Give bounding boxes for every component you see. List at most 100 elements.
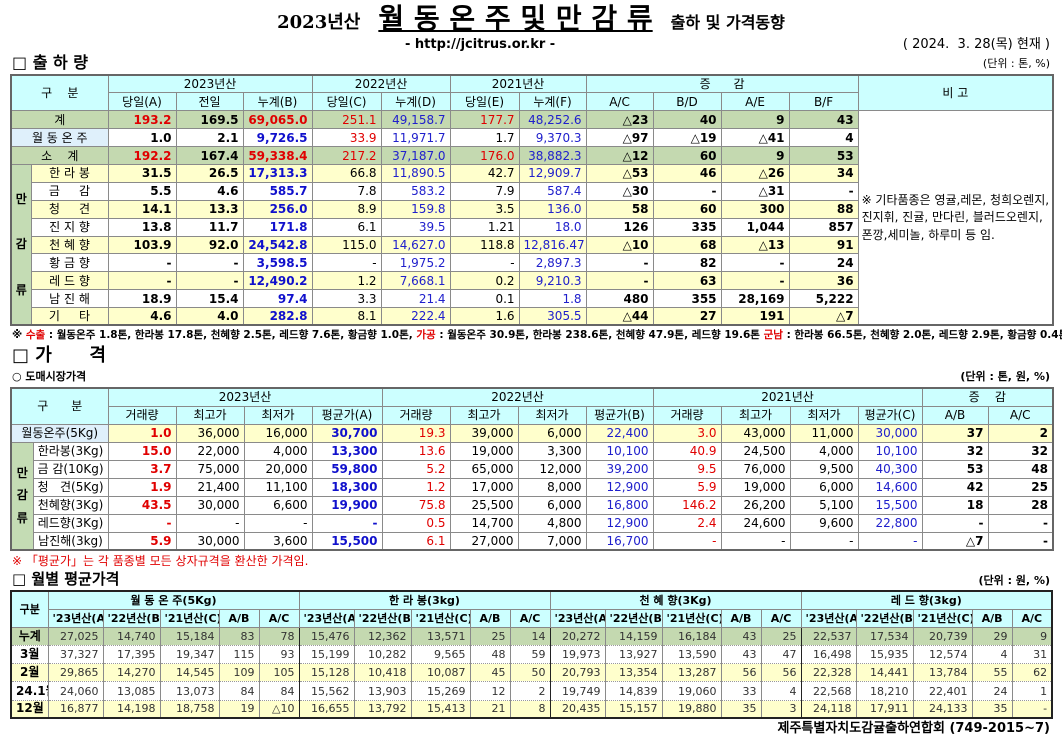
value-cell: 103.9 <box>107 235 177 255</box>
row-label: 천혜향(3Kg) <box>32 495 109 515</box>
value-cell: 2.4 <box>652 513 722 533</box>
value-cell: 0.2 <box>449 271 520 291</box>
footnote-part: 군남 <box>763 329 783 341</box>
value-cell: 176.0 <box>449 146 520 165</box>
value-cell: 4 <box>760 681 802 701</box>
table-row: 만 감 류 한라봉(3Kg) 15.0 22,000 4,000 13,300 13.6 19… <box>10 441 1054 551</box>
value-cell: 1,975.2 <box>380 253 451 273</box>
header-row: '23년산(A)'22년산(B)'21년산(C)A/BA/C'23년산(A)'2… <box>11 608 1053 628</box>
value-cell: 19.3 <box>381 423 451 443</box>
value-cell: 43,000 <box>720 423 791 443</box>
value-cell: 15,157 <box>604 699 663 719</box>
table-row: 24.1월24,06013,08513,073848415,56213,9031… <box>10 681 1053 701</box>
column-header: 최저가 <box>243 405 313 425</box>
value-cell: 1.2 <box>311 271 382 291</box>
table-row: 레드향(3Kg) - - - -0.5 14,700 4,800 12,900 2.4 24,60… <box>11 513 1054 533</box>
value-cell: 26.5 <box>175 163 244 183</box>
group-header: 월 동 온 주(5Kg) <box>47 590 300 610</box>
value-cell: 24,500 <box>720 441 791 461</box>
value-cell: 58 <box>585 199 654 219</box>
value-cell: 217.2 <box>311 146 382 165</box>
value-cell: 19,973 <box>549 645 606 665</box>
group-header: 증 감 <box>921 387 1054 407</box>
value-cell: 76,000 <box>720 459 791 479</box>
value-cell: 22,537 <box>800 626 857 647</box>
value-cell: 15,562 <box>298 681 355 701</box>
value-cell: 53 <box>788 146 859 165</box>
group-header: 레 드 향(3kg) <box>800 590 1053 610</box>
value-cell: 2 <box>509 681 551 701</box>
value-cell: 60 <box>652 199 722 219</box>
value-cell: 9,210.3 <box>518 271 587 291</box>
column-header: 당일(C) <box>311 92 382 112</box>
column-header: A/C <box>987 405 1054 425</box>
value-cell: △7 <box>788 307 859 326</box>
column-header: A/B <box>971 608 1013 628</box>
column-header: 당일(A) <box>107 92 177 112</box>
value-cell: 34 <box>788 163 859 183</box>
value-cell: 12,362 <box>353 626 412 647</box>
value-cell: 27,000 <box>449 531 519 551</box>
column-header: '21년산(C) <box>410 608 471 628</box>
group-header: 2023년산 <box>107 387 383 407</box>
value-cell: △10 <box>258 699 300 719</box>
footnote-part: 수출 <box>25 329 46 341</box>
site-url[interactable]: - http://jcitrus.or.kr - <box>405 37 556 52</box>
value-cell: 480 <box>585 289 654 309</box>
value-cell: 25 <box>760 626 802 647</box>
value-cell: 20,739 <box>912 626 973 647</box>
value-cell: 6,000 <box>517 423 587 443</box>
value-cell: 305.5 <box>518 307 587 326</box>
row-label: 소 계 <box>10 146 109 165</box>
value-cell: 5,222 <box>788 289 859 309</box>
group-header: 2023년산 <box>107 74 313 94</box>
value-cell: 29 <box>971 626 1013 647</box>
value-cell: 37,187.0 <box>380 146 451 165</box>
value-cell: 11,890.5 <box>380 163 451 183</box>
value-cell: 10,100 <box>857 441 923 461</box>
value-cell: 193.2 <box>107 110 177 130</box>
value-cell: 13,300 <box>311 441 383 461</box>
value-cell: 91 <box>788 235 859 255</box>
value-cell: 583.2 <box>380 181 451 201</box>
value-cell: 13,354 <box>604 663 663 683</box>
value-cell: 1,044 <box>720 217 790 237</box>
value-cell: 13,085 <box>102 681 161 701</box>
row-label: 월 동 온 주 <box>10 128 109 148</box>
value-cell: 19,880 <box>661 699 722 719</box>
value-cell: 7.9 <box>449 181 520 201</box>
column-header: A/C <box>585 92 654 112</box>
column-header: A/B <box>921 405 989 425</box>
column-header: 최저가 <box>517 405 587 425</box>
value-cell: 20,435 <box>549 699 606 719</box>
column-header: '22년산(B) <box>353 608 412 628</box>
footnote-part: : 한라봉 66.5톤, 천혜향 2.0톤, 레드향 2.9톤, 황금향 0.4… <box>782 329 1062 341</box>
value-cell: 251.1 <box>311 110 382 130</box>
row-label: 2월 <box>10 663 49 683</box>
value-cell: - <box>175 271 244 291</box>
value-cell: 335 <box>652 217 722 237</box>
value-cell: 24,600 <box>720 513 791 533</box>
table-row: 기 타 4.6 4.0 282.8 8.1 222.4 1.6 305.5 △44 27 191 △7 <box>11 307 1053 326</box>
value-cell: 35 <box>720 699 762 719</box>
table-row: 누계 27,025 14,740 15,184 83 78 15,476 12,362 13,5… <box>10 626 1053 647</box>
value-cell: 43 <box>720 645 762 665</box>
value-cell: 65,000 <box>449 459 519 479</box>
value-cell: 115.0 <box>311 235 382 255</box>
value-cell: 45 <box>469 663 511 683</box>
value-cell: 84 <box>258 681 300 701</box>
value-cell: - <box>175 513 245 533</box>
header-row: 구분 월 동 온 주(5Kg) 한 라 봉(3kg) 천 혜 향(3Kg) 레 드 향(… <box>10 590 1053 628</box>
row-label: 금 감 <box>30 181 109 201</box>
value-cell: 49,158.7 <box>380 110 451 130</box>
value-cell: 83 <box>218 626 260 647</box>
value-cell: 1 <box>1011 681 1053 701</box>
value-cell: 53 <box>921 459 989 479</box>
header-row: 거래량 최고가 최저가 평균가(A) 거래량 최고가 최저가 평균가(B) 거래량 최고가 최저가 평… <box>11 405 1054 425</box>
value-cell: 16,498 <box>800 645 857 665</box>
value-cell: - <box>107 271 177 291</box>
value-cell: 12,909.7 <box>518 163 587 183</box>
row-label: 한라봉(3Kg) <box>32 441 109 461</box>
table-row: 금 감(10Kg) 3.7 75,000 20,000 59,800 5.2 65,000 1… <box>11 459 1054 479</box>
